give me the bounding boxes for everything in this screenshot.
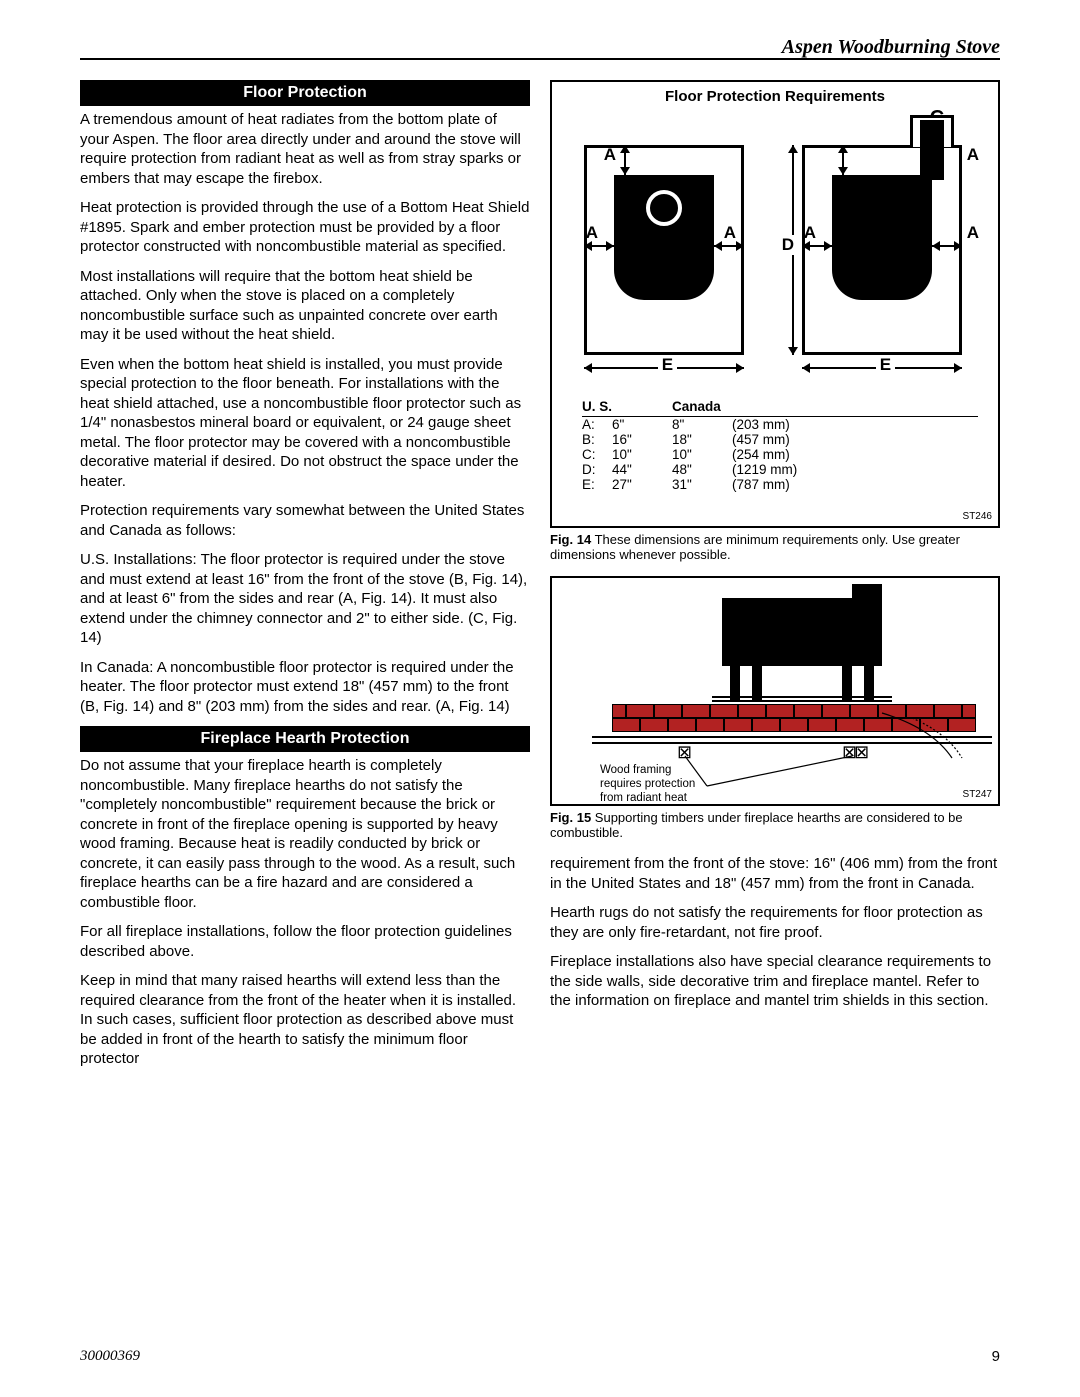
header-rule xyxy=(80,58,1000,60)
paragraph: For all fireplace installations, follow … xyxy=(80,922,530,961)
footer-page-number: 9 xyxy=(992,1348,1000,1365)
footer: 30000369 9 xyxy=(80,1348,1000,1365)
dim-B: B xyxy=(622,313,634,333)
figure-14-title: Floor Protection Requirements xyxy=(552,82,998,105)
table-row: C:10"10"(254 mm) xyxy=(582,447,978,462)
paragraph: Do not assume that your fireplace hearth… xyxy=(80,756,530,912)
dim-A: A xyxy=(604,145,616,165)
paragraph: U.S. Installations: The floor protector … xyxy=(80,550,530,648)
paragraph: Fireplace installations also have specia… xyxy=(550,952,1000,1011)
stove-rear-view: C A A xyxy=(782,115,986,395)
paragraph: Most installations will require that the… xyxy=(80,267,530,345)
paragraph: requirement from the front of the stove:… xyxy=(550,854,1000,893)
right-column: Floor Protection Requirements A A xyxy=(550,80,1000,1079)
dim-A: A xyxy=(967,145,979,165)
section-floor-protection: Floor Protection xyxy=(80,80,530,106)
table-row: E:27"31"(787 mm) xyxy=(582,477,978,492)
dim-B: B xyxy=(840,313,852,333)
figure-15-box: ⊠ ⊠⊠ Wood framing requires protection fr… xyxy=(550,576,1000,806)
dim-A: A xyxy=(967,223,979,243)
paragraph: A tremendous amount of heat radiates fro… xyxy=(80,110,530,188)
paragraph: In Canada: A noncombustible floor protec… xyxy=(80,658,530,717)
paragraph: Even when the bottom heat shield is inst… xyxy=(80,355,530,492)
figure-14-diagrams: A A A B E xyxy=(552,105,998,395)
header-title: Aspen Woodburning Stove xyxy=(782,36,1000,59)
figure-14-box: Floor Protection Requirements A A xyxy=(550,80,1000,528)
figure-14-table: U. S. Canada A:6"8"(203 mm) B:16"18"(457… xyxy=(552,395,998,498)
paragraph: Hearth rugs do not satisfy the requireme… xyxy=(550,903,1000,942)
dim-E: E xyxy=(658,355,677,375)
table-row: A:6"8"(203 mm) xyxy=(582,417,978,432)
paragraph: Keep in mind that many raised hearths wi… xyxy=(80,971,530,1069)
table-row: D:44"48"(1219 mm) xyxy=(582,462,978,477)
footer-doc-number: 30000369 xyxy=(80,1348,140,1365)
table-row: B:16"18"(457 mm) xyxy=(582,432,978,447)
dim-A: A xyxy=(586,223,598,243)
stove-top-view: A A A B E xyxy=(564,115,768,395)
paragraph: Heat protection is provided through the … xyxy=(80,198,530,257)
paragraph: Protection requirements vary somewhat be… xyxy=(80,501,530,540)
dim-E: E xyxy=(876,355,895,375)
figure-15-note: Wood framing requires protection from ra… xyxy=(600,764,695,805)
section-fireplace-hearth: Fireplace Hearth Protection xyxy=(80,726,530,752)
content-columns: Floor Protection A tremendous amount of … xyxy=(80,50,1000,1079)
table-col-us: U. S. xyxy=(582,399,672,414)
figure-14-code: ST246 xyxy=(963,511,992,522)
left-column: Floor Protection A tremendous amount of … xyxy=(80,80,530,1079)
figure-15-code: ST247 xyxy=(963,789,992,800)
page: Aspen Woodburning Stove Floor Protection… xyxy=(0,0,1080,1397)
dim-A: A xyxy=(724,223,736,243)
table-col-canada: Canada xyxy=(672,399,742,414)
dim-A: A xyxy=(804,223,816,243)
figure-14-caption: Fig. 14 These dimensions are minimum req… xyxy=(550,532,1000,562)
dim-D: D xyxy=(782,235,794,255)
figure-15-caption: Fig. 15 Supporting timbers under firepla… xyxy=(550,810,1000,840)
